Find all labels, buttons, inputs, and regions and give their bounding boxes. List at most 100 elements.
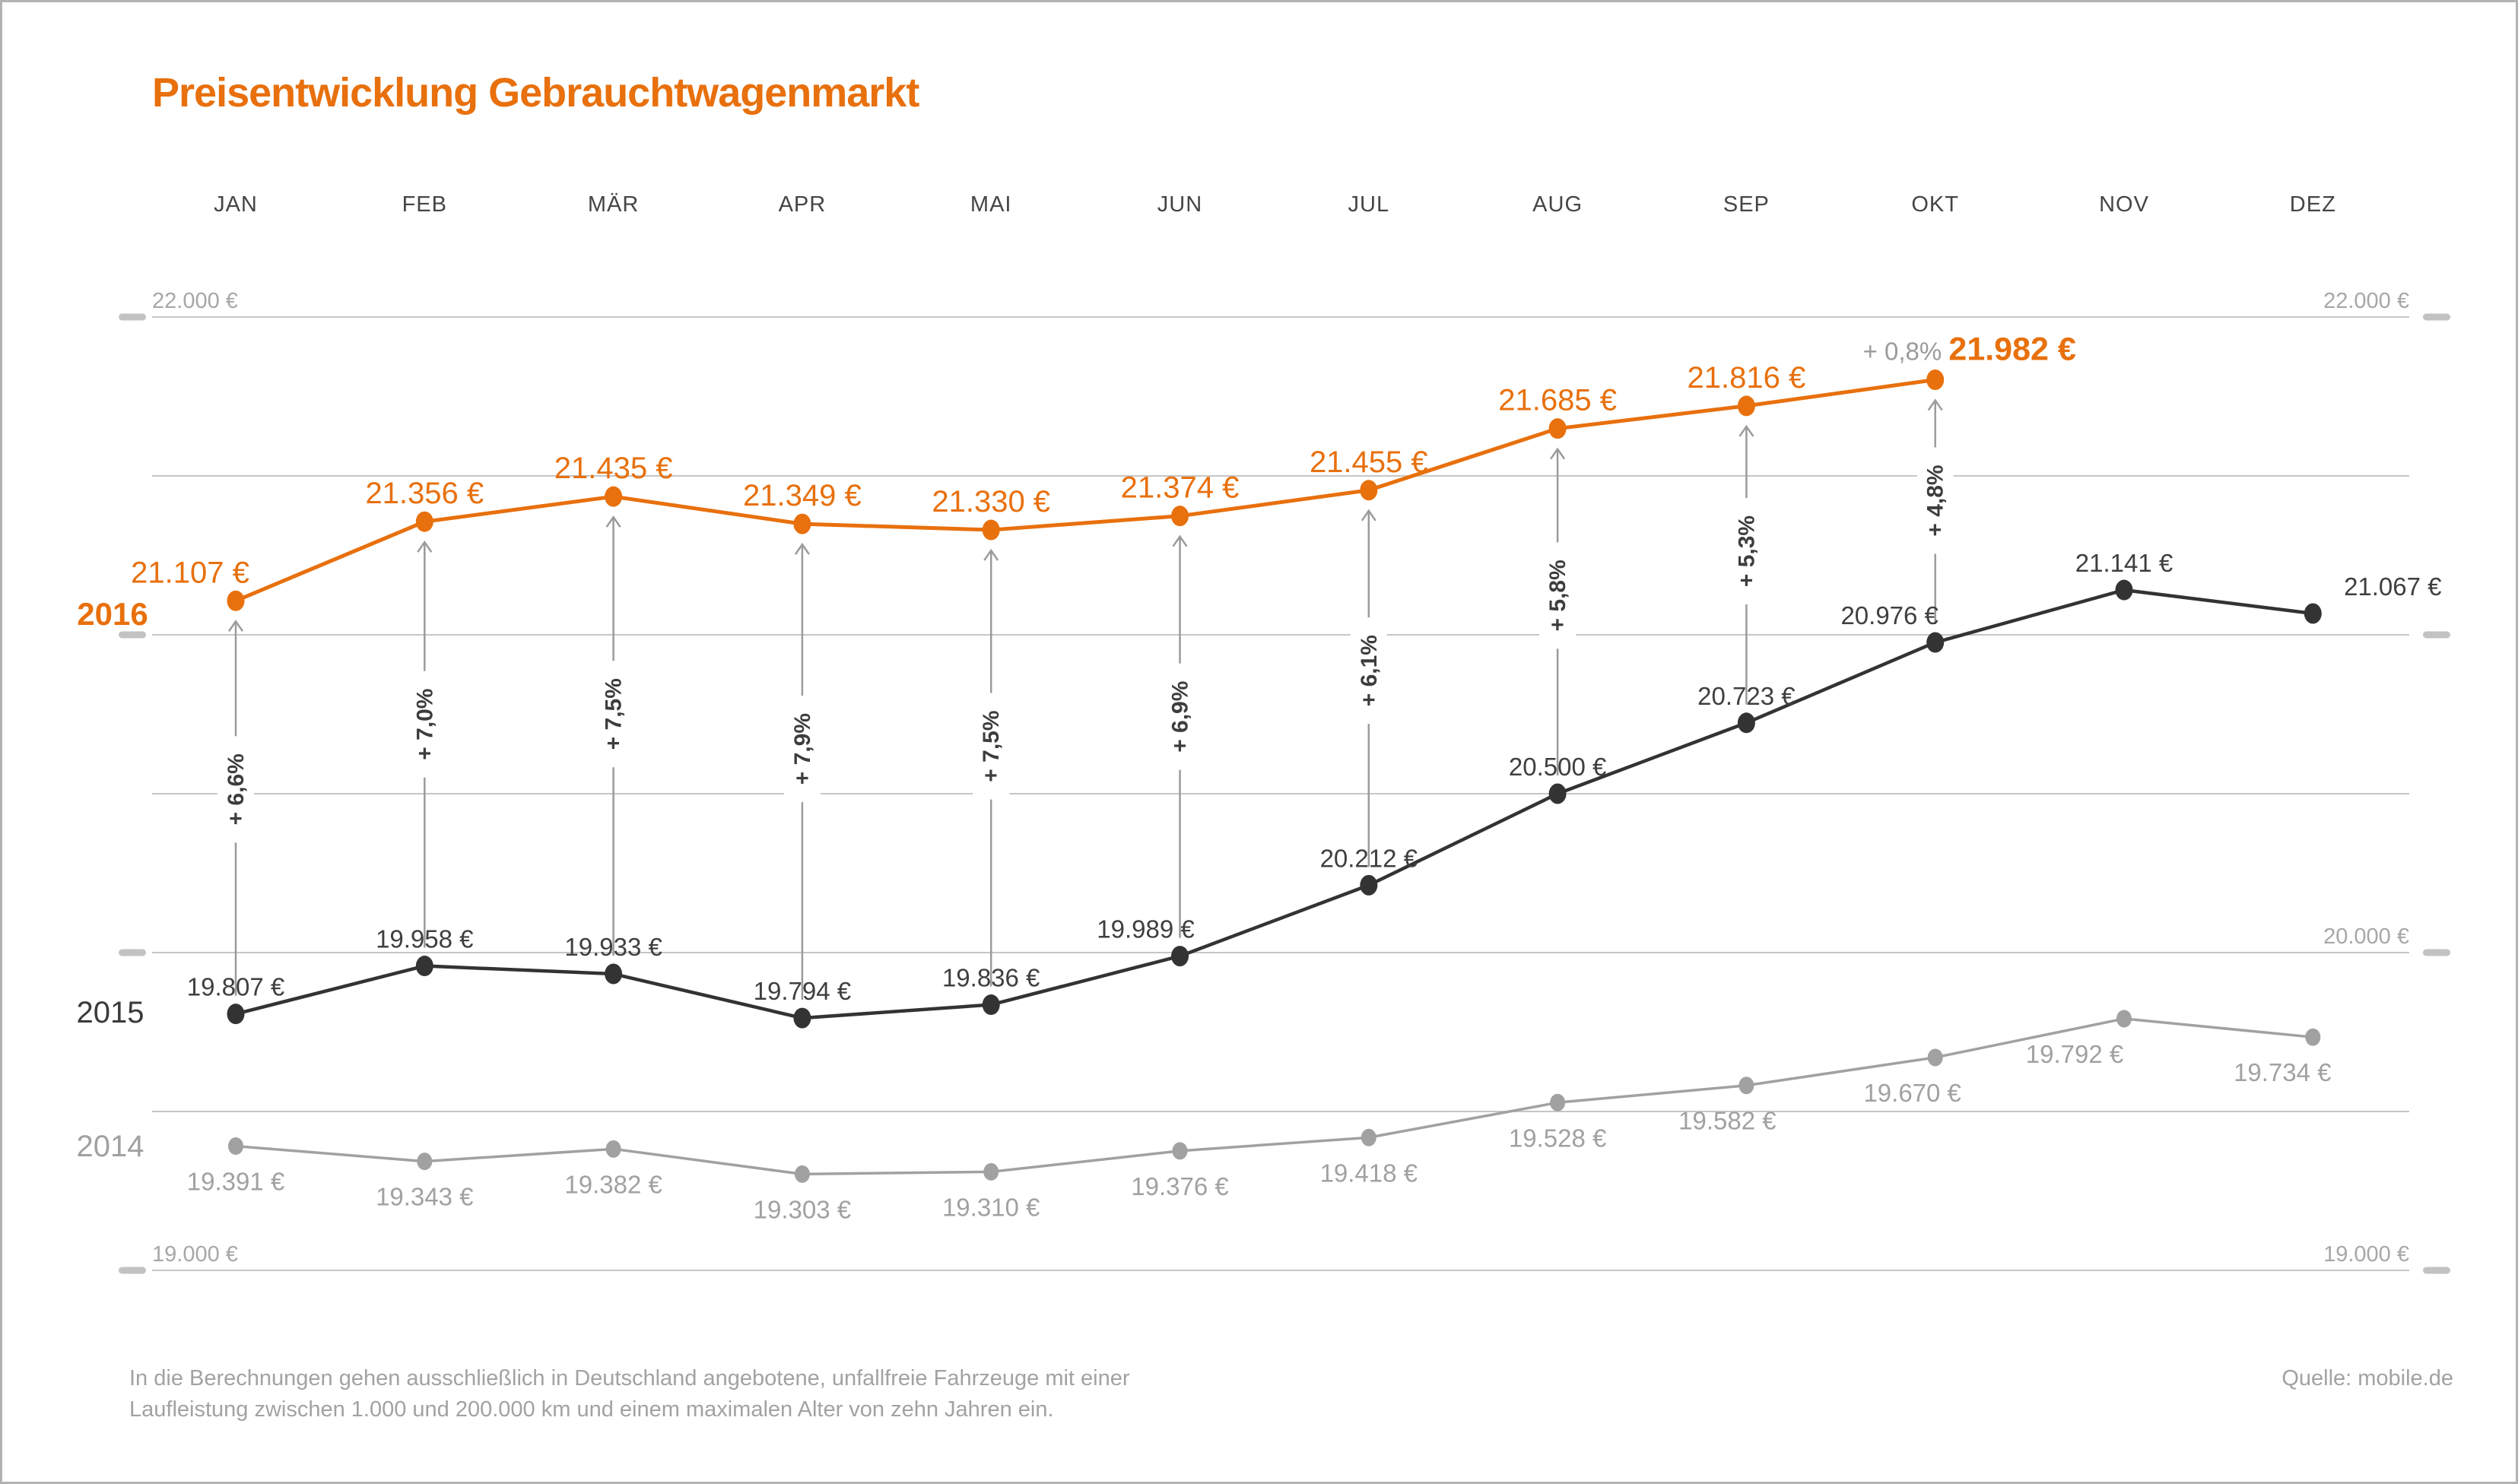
value-label-2014-FEB: 19.343 € [376,1183,473,1211]
pct-change-label-JUL: + 6,1% [1357,635,1382,706]
value-label-2016-AUG: 21.685 € [1498,384,1617,417]
month-label-SEP: SEP [1723,192,1770,217]
value-label-2015-JUN: 19.989 € [1097,915,1194,943]
value-label-2014-JUN: 19.376 € [1131,1172,1228,1200]
data-point-2015-MAI [982,994,1000,1016]
y-axis-tick-right-21000 [2423,631,2450,639]
yoy-arrowhead-FEB [417,540,433,553]
value-label-2016-FEB: 21.356 € [365,477,484,510]
month-label-NOV: NOV [2099,192,2149,217]
value-label-2016-JUL: 21.455 € [1310,446,1428,479]
data-point-2014-AUG [1550,1093,1566,1111]
pct-change-label-AUG: + 5,8% [1545,560,1570,631]
yoy-arrowhead-APR [794,542,810,555]
series-line-2015 [235,588,2313,1020]
data-point-2014-JAN [228,1137,243,1156]
data-point-2014-APR [794,1165,810,1183]
year-label-2016: 2016 [77,596,148,632]
yoy-arrowhead-JUN [1172,534,1188,547]
value-label-2014-JAN: 19.391 € [187,1168,284,1196]
value-label-2014-AUG: 19.528 € [1509,1124,1606,1152]
month-label-MÄR: MÄR [588,192,639,217]
value-label-2014-JUL: 19.418 € [1320,1159,1418,1187]
y-axis-tick-right-22000 [2423,313,2450,321]
y-axis-tick-left-20000 [119,949,146,956]
value-label-2016-SEP: 21.816 € [1688,361,1806,395]
year-label-2015: 2015 [77,996,144,1029]
value-label-2015-APR: 19.794 € [754,977,851,1005]
pct-change-label-JUN: + 6,9% [1168,681,1193,753]
data-point-2016-SEP [1737,395,1755,417]
data-point-2016-JAN [227,590,245,611]
month-label-DEZ: DEZ [2290,192,2336,217]
y-axis-tick-right-20000 [2423,949,2450,956]
yoy-arrowhead-SEP [1738,424,1754,437]
y-axis-tick-left-21000 [119,631,146,639]
data-point-2016-JUL [1360,480,1378,501]
yoy-arrowhead-MAI [983,548,999,561]
data-point-2014-DEZ [2305,1028,2321,1046]
data-point-2014-OKT [1927,1048,1943,1067]
yoy-arrowhead-MÄR [605,515,621,528]
value-label-2015-FEB: 19.958 € [376,925,473,953]
series-line-2014 [235,1017,2313,1176]
data-point-2016-MÄR [605,486,623,507]
value-label-2016-OKT-with-mom-change: + 0,8% 21.982 € [1863,331,2076,368]
value-label-2016-MAI: 21.330 € [932,485,1050,518]
pct-label-bg-SEP [1728,498,1765,605]
y-axis-tick-right-19000 [2423,1267,2450,1274]
value-label-2016-APR: 21.349 € [743,479,862,512]
pct-label-bg-JUN [1161,663,1199,770]
data-point-2015-FEB [415,956,433,977]
value-label-2015-JUL: 20.212 € [1320,844,1418,872]
footnote-line2: Laufleistung zwischen 1.000 und 200.000 … [129,1397,1054,1422]
data-point-2014-JUN [1172,1142,1188,1160]
y-axis-label-right-19000: 19.000 € [2323,1242,2409,1267]
month-label-JUN: JUN [1157,192,1202,217]
data-point-2015-JUN [1171,946,1189,967]
value-label-2015-MAI: 19.836 € [942,964,1040,992]
yoy-arrowhead-JAN [227,620,244,632]
data-point-2016-FEB [415,511,433,532]
value-label-2014-NOV: 19.792 € [2026,1040,2123,1068]
pct-label-bg-MAI [973,693,1010,800]
data-point-2015-MÄR [605,963,623,985]
month-label-AUG: AUG [1532,192,1583,217]
data-point-2014-NOV [2116,1010,2132,1028]
data-point-2015-APR [793,1007,811,1029]
month-label-APR: APR [779,192,827,217]
value-label-2016-JAN: 21.107 € [131,556,249,589]
y-axis-tick-left-22000 [119,313,146,321]
month-label-JAN: JAN [214,192,258,217]
data-point-2016-AUG [1548,418,1567,439]
data-point-2015-SEP [1737,712,1755,734]
data-point-2015-AUG [1548,783,1567,804]
pct-change-label-JAN: + 6,6% [224,753,249,825]
pct-label-bg-FEB [406,671,443,778]
footnote-line1: In die Berechnungen gehen ausschließlich… [129,1366,1130,1390]
pct-label-bg-JAN [218,736,254,843]
series-line-2016 [235,378,1936,603]
month-label-JUL: JUL [1348,192,1390,217]
data-point-2016-MAI [982,519,1000,541]
data-point-2016-JUN [1171,506,1189,527]
value-label-2015-NOV: 21.141 € [2075,549,2173,577]
data-point-2015-NOV [2115,579,2133,601]
pct-change-label-APR: + 7,9% [790,713,815,785]
pct-label-bg-MÄR [595,661,632,768]
data-point-2016-OKT [1926,369,1945,391]
y-axis-label-right-22000: 22.000 € [2323,289,2409,313]
data-point-2014-JUL [1361,1128,1376,1146]
month-label-MAI: MAI [970,192,1012,217]
value-label-2014-OKT: 19.670 € [1863,1079,1961,1107]
yoy-arrowhead-JUL [1361,509,1376,522]
y-axis-tick-left-19000 [119,1267,146,1274]
pct-label-bg-AUG [1539,542,1577,649]
yoy-arrowhead-AUG [1550,447,1566,460]
data-point-2015-JAN [227,1004,245,1025]
yoy-arrowhead-OKT [1927,398,1943,411]
value-label-2015-JAN: 19.807 € [187,973,284,1001]
pct-label-bg-OKT [1916,447,1954,554]
pct-change-label-MAI: + 7,5% [979,710,1004,782]
